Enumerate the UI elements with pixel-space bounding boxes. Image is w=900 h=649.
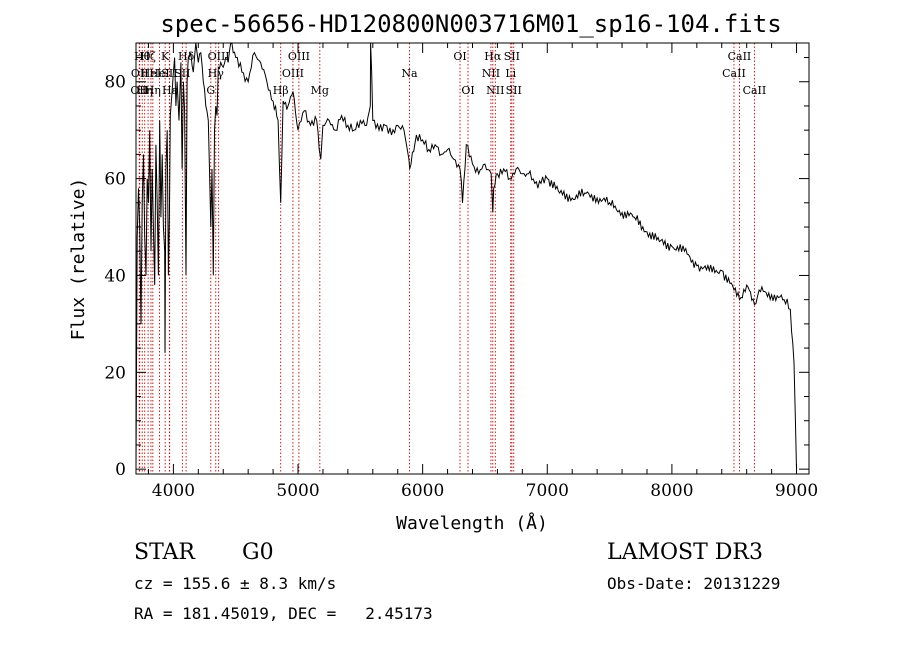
object-subclass: G0 <box>242 540 274 565</box>
line-label: HeI <box>149 67 169 80</box>
x-axis-ticks: 4000 5000 6000 7000 8000 9000 <box>147 43 818 501</box>
redshift-value: cz = 155.6 ± 8.3 km/s <box>134 574 336 593</box>
x-tick-label: 4000 <box>152 481 195 501</box>
line-label: Hε <box>162 84 178 97</box>
x-tick-label: 8000 <box>650 481 693 501</box>
line-label: CaII <box>728 50 752 63</box>
y-axis-ticks: 0 20 40 60 80 <box>104 57 809 480</box>
line-label: CaII <box>722 67 746 80</box>
line-label: Li <box>505 67 516 80</box>
y-tick-label: 0 <box>115 460 126 480</box>
line-label: SII <box>506 84 522 97</box>
line-label: OIII <box>208 50 230 63</box>
line-label: Hζ <box>140 50 156 63</box>
line-label: Hη <box>137 84 153 97</box>
line-label: SII <box>174 67 190 80</box>
line-label: OII <box>130 84 148 97</box>
line-label: Hα <box>484 50 502 63</box>
x-tick-label: 7000 <box>526 481 569 501</box>
line-label: Hη <box>145 84 161 97</box>
chart-title: spec-56656-HD120800N003716M01_sp16-104.f… <box>160 10 781 38</box>
y-tick-label: 80 <box>104 73 126 93</box>
x-tick-label: 6000 <box>401 481 444 501</box>
spectrum-line <box>135 42 797 470</box>
line-label: OIII <box>282 67 304 80</box>
line-label: G <box>206 84 215 97</box>
x-axis-label: Wavelength (Å) <box>396 512 548 534</box>
y-tick-label: 60 <box>104 170 126 190</box>
coordinates: RA = 181.45019, DEC = 2.45173 <box>134 604 433 623</box>
y-axis-label: Flux (relative) <box>68 178 89 341</box>
line-label: OIII <box>288 50 310 63</box>
spectral-line-labels: OIIOIIHθHηHζHeIHηHeIKSIIHεSIIHδGHγOIIIHβ… <box>130 50 766 97</box>
line-label: NII <box>482 67 500 80</box>
spectral-line-markers <box>138 43 755 474</box>
y-tick-label: 20 <box>104 363 126 383</box>
x-tick-label: 9000 <box>775 481 818 501</box>
survey-name: LAMOST DR3 <box>607 540 763 565</box>
line-label: Na <box>401 67 418 80</box>
line-label: Mg <box>311 84 329 97</box>
line-label: NII <box>486 84 504 97</box>
line-label: Hθ <box>134 50 151 63</box>
line-label: OII <box>131 67 149 80</box>
observation-date: Obs-Date: 20131229 <box>607 574 780 593</box>
line-label: CaII <box>743 84 767 97</box>
object-class: STAR <box>134 540 196 565</box>
line-label: K <box>161 50 170 63</box>
plot-frame <box>135 42 810 475</box>
line-label: Hγ <box>208 67 225 80</box>
y-tick-label: 40 <box>104 266 126 286</box>
line-label: Hβ <box>273 84 289 97</box>
line-label: OI <box>453 50 466 63</box>
line-label: SII <box>504 50 520 63</box>
x-tick-label: 5000 <box>276 481 319 501</box>
line-label: HeI <box>141 67 161 80</box>
line-label: OI <box>461 84 474 97</box>
